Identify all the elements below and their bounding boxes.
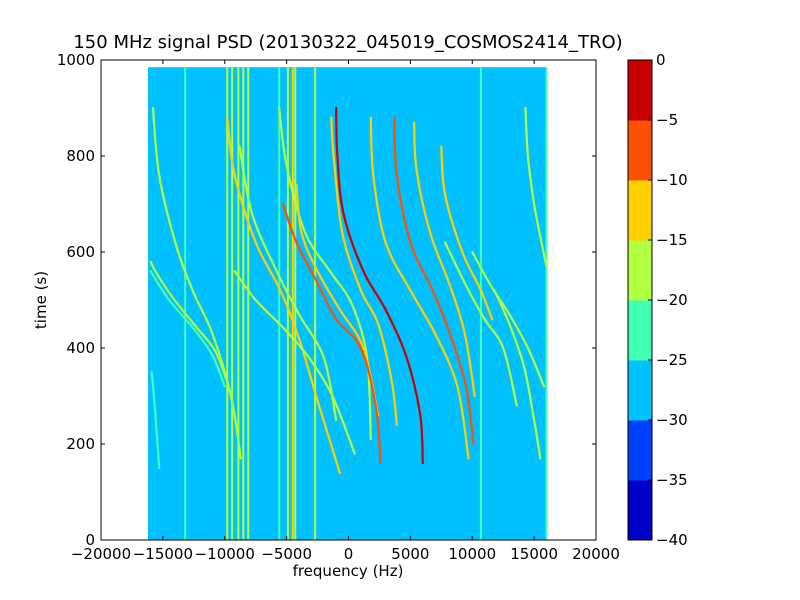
colorbar-segment [628, 480, 652, 541]
doppler-trace-22 [295, 183, 380, 417]
colorbar-segment [628, 60, 652, 121]
doppler-trace-14 [149, 270, 226, 388]
y-tick-label: 800 [66, 147, 95, 165]
colorbar-segment [628, 120, 652, 181]
colorbar-segment [628, 240, 652, 301]
colorbar-tick-label: −20 [656, 291, 688, 309]
doppler-trace-17 [226, 116, 341, 474]
y-tick-label: 400 [66, 339, 95, 357]
x-tick-label: −10000 [195, 545, 255, 563]
colorbar-tick-label: −10 [656, 171, 688, 189]
doppler-trace-29 [443, 241, 518, 407]
colorbar-tick-label: −30 [656, 411, 688, 429]
colorbar-tick-label: −25 [656, 351, 688, 369]
colorbar-tick-label: −15 [656, 231, 688, 249]
colorbar-tick-label: −5 [656, 111, 678, 129]
colorbar-segment [628, 180, 652, 241]
y-tick-label: 1000 [57, 51, 95, 69]
doppler-trace-16 [150, 370, 161, 470]
colorbar-segment [628, 360, 652, 421]
doppler-trace-19 [233, 270, 356, 455]
colorbar-segment [628, 300, 652, 361]
x-tick-label: −15000 [133, 545, 193, 563]
doppler-trace-26 [393, 116, 475, 446]
colorbar [628, 60, 652, 541]
colorbar-segment [628, 420, 652, 481]
x-tick-label: 10000 [448, 545, 496, 563]
chart-title: 150 MHz signal PSD (20130322_045019_COSM… [73, 32, 622, 53]
x-tick-label: −5000 [261, 545, 312, 563]
colorbar-tick-label: −35 [656, 471, 688, 489]
y-tick-label: 600 [66, 243, 95, 261]
doppler-trace-32 [524, 106, 548, 268]
doppler-trace-27 [413, 121, 476, 398]
x-axis-ticks: −20000 −15000 −10000 −5000 0 5000 10000 15000 20… [71, 60, 620, 563]
colorbar-tick-label: −40 [656, 531, 688, 549]
doppler-trace-18 [238, 145, 338, 422]
colorbar-tick-label: 0 [656, 51, 666, 69]
doppler-trace-13 [149, 260, 229, 383]
x-tick-label: 0 [344, 545, 354, 563]
doppler-trace-24 [335, 106, 424, 465]
x-tick-label: 20000 [572, 545, 620, 563]
doppler-trace-21 [330, 116, 398, 426]
doppler-trace-28 [440, 145, 494, 321]
doppler-trace-15 [151, 106, 242, 460]
doppler-trace-25 [369, 116, 470, 460]
y-tick-label: 200 [66, 435, 95, 453]
colorbar-ticks: −40 −35 −30 −25 −20 −15 −10 −5 0 [648, 51, 688, 549]
x-axis-label: frequency (Hz) [293, 562, 404, 580]
y-tick-label: 0 [85, 531, 95, 549]
x-tick-label: 5000 [391, 545, 429, 563]
x-tick-label: −20000 [71, 545, 131, 563]
doppler-trace-31 [493, 289, 542, 460]
y-axis-ticks: 0 200 400 600 800 1000 [57, 51, 596, 549]
x-tick-label: 15000 [510, 545, 558, 563]
doppler-trace-30 [471, 250, 546, 388]
doppler-trace-23 [281, 202, 382, 465]
heatmap-layer [148, 67, 548, 540]
y-axis-label: time (s) [32, 271, 50, 329]
